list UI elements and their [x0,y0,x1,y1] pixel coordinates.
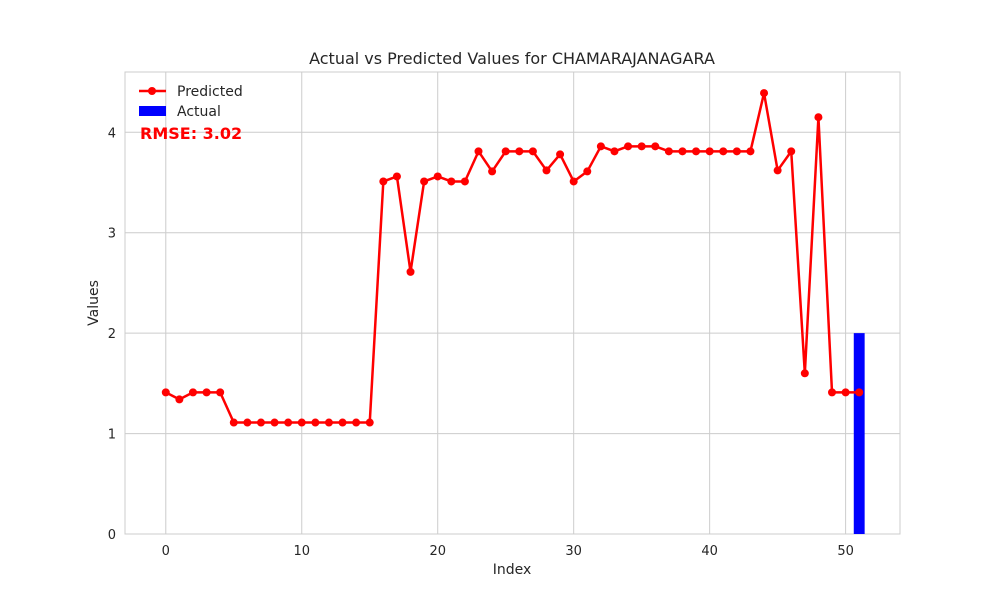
predicted-point [637,142,646,151]
predicted-point [814,113,823,122]
y-tick-label: 4 [108,126,116,141]
predicted-point [460,177,469,186]
predicted-point [229,418,238,427]
legend-actual-swatch [139,106,166,116]
predicted-point [420,177,429,186]
predicted-point [855,388,864,397]
predicted-point [746,147,755,156]
predicted-point [188,388,197,397]
predicted-point [352,418,361,427]
predicted-point [705,147,714,156]
predicted-point [732,147,741,156]
predicted-point [379,177,388,186]
predicted-point [392,172,401,181]
predicted-series [161,89,864,427]
x-tick-label: 10 [293,544,310,559]
x-tick-label: 20 [429,544,446,559]
actual-bars [853,333,865,534]
legend-predicted-marker [148,87,156,95]
predicted-point [474,147,483,156]
predicted-point [787,147,796,156]
y-tick-labels: 0 1 2 3 4 [108,126,116,543]
predicted-line [165,91,860,424]
predicted-point [270,418,279,427]
predicted-point [324,418,333,427]
y-tick-label: 2 [108,327,116,342]
predicted-point [624,142,633,151]
predicted-point [556,150,565,159]
predicted-point [651,142,660,151]
y-axis-label: Values [86,280,102,326]
predicted-point [610,147,619,156]
predicted-point [664,147,673,156]
y-tick-label: 0 [108,528,116,543]
legend: Predicted Actual [139,84,243,120]
predicted-point [338,418,347,427]
x-tick-labels: 0 10 20 30 40 50 [162,544,854,559]
predicted-point [488,167,497,176]
predicted-point [243,418,252,427]
predicted-point [596,142,605,151]
y-tick-label: 3 [108,227,116,242]
predicted-point [284,418,293,427]
predicted-point [216,388,225,397]
predicted-point [256,418,265,427]
predicted-point [542,166,551,175]
y-tick-label: 1 [108,428,116,443]
predicted-point [202,388,211,397]
predicted-point [528,147,537,156]
predicted-point [297,418,306,427]
predicted-point [828,388,837,397]
plot-area [124,71,901,535]
x-axis-label: Index [493,562,532,578]
grid [125,72,900,535]
predicted-point [583,167,592,176]
legend-actual-label: Actual [177,104,221,120]
predicted-point [569,177,578,186]
x-tick-label: 50 [837,544,854,559]
x-tick-label: 40 [701,544,718,559]
rmse-annotation: RMSE: 3.02 [140,124,242,143]
predicted-point [760,89,769,98]
predicted-point [406,267,415,276]
legend-predicted-label: Predicted [177,84,243,100]
x-tick-label: 0 [162,544,170,559]
predicted-point [841,388,850,397]
predicted-point [678,147,687,156]
predicted-point [692,147,701,156]
predicted-point [311,418,320,427]
predicted-point [515,147,524,156]
predicted-point [161,388,170,397]
predicted-point [447,177,456,186]
predicted-point [433,172,442,181]
predicted-point [175,395,184,404]
predicted-point [773,166,782,175]
x-tick-label: 30 [565,544,582,559]
actual-bar [853,333,865,534]
predicted-point [719,147,728,156]
chart-title: Actual vs Predicted Values for CHAMARAJA… [309,49,715,68]
predicted-point [800,369,809,378]
predicted-point [501,147,510,156]
predicted-point [365,418,374,427]
